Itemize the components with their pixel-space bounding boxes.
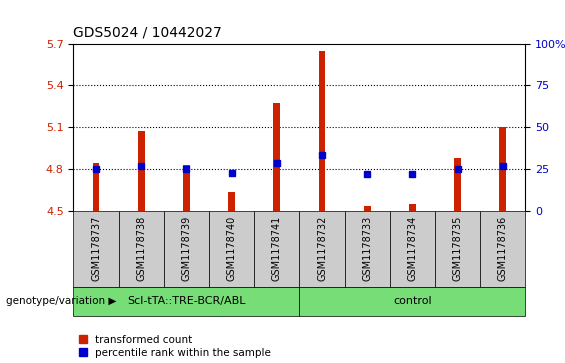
FancyBboxPatch shape <box>390 211 435 287</box>
Text: GSM1178741: GSM1178741 <box>272 216 282 281</box>
FancyBboxPatch shape <box>435 211 480 287</box>
FancyBboxPatch shape <box>299 287 525 316</box>
Text: genotype/variation ▶: genotype/variation ▶ <box>6 296 116 306</box>
FancyBboxPatch shape <box>299 211 345 287</box>
Text: GSM1178740: GSM1178740 <box>227 216 237 281</box>
FancyBboxPatch shape <box>480 211 525 287</box>
Text: GSM1178736: GSM1178736 <box>498 216 508 281</box>
Bar <box>409 204 416 211</box>
Text: control: control <box>393 296 432 306</box>
Text: GDS5024 / 10442027: GDS5024 / 10442027 <box>73 26 222 40</box>
Text: GSM1178738: GSM1178738 <box>136 216 146 281</box>
Text: Scl-tTA::TRE-BCR/ABL: Scl-tTA::TRE-BCR/ABL <box>127 296 246 306</box>
Text: GSM1178737: GSM1178737 <box>91 216 101 281</box>
Bar <box>93 163 99 211</box>
Bar <box>228 192 235 211</box>
Bar <box>273 103 280 211</box>
Bar <box>138 131 145 211</box>
FancyBboxPatch shape <box>164 211 209 287</box>
Bar <box>183 164 190 211</box>
Text: GSM1178739: GSM1178739 <box>181 216 192 281</box>
FancyBboxPatch shape <box>73 211 119 287</box>
FancyBboxPatch shape <box>209 211 254 287</box>
Bar <box>499 127 506 211</box>
Text: GSM1178735: GSM1178735 <box>453 216 463 281</box>
Text: GSM1178734: GSM1178734 <box>407 216 418 281</box>
Text: GSM1178733: GSM1178733 <box>362 216 372 281</box>
FancyBboxPatch shape <box>119 211 164 287</box>
FancyBboxPatch shape <box>73 287 299 316</box>
FancyBboxPatch shape <box>345 211 390 287</box>
FancyBboxPatch shape <box>254 211 299 287</box>
Text: GSM1178732: GSM1178732 <box>317 216 327 281</box>
Bar <box>319 50 325 211</box>
Bar <box>364 206 371 211</box>
Legend: transformed count, percentile rank within the sample: transformed count, percentile rank withi… <box>79 335 271 358</box>
Bar <box>454 158 461 211</box>
